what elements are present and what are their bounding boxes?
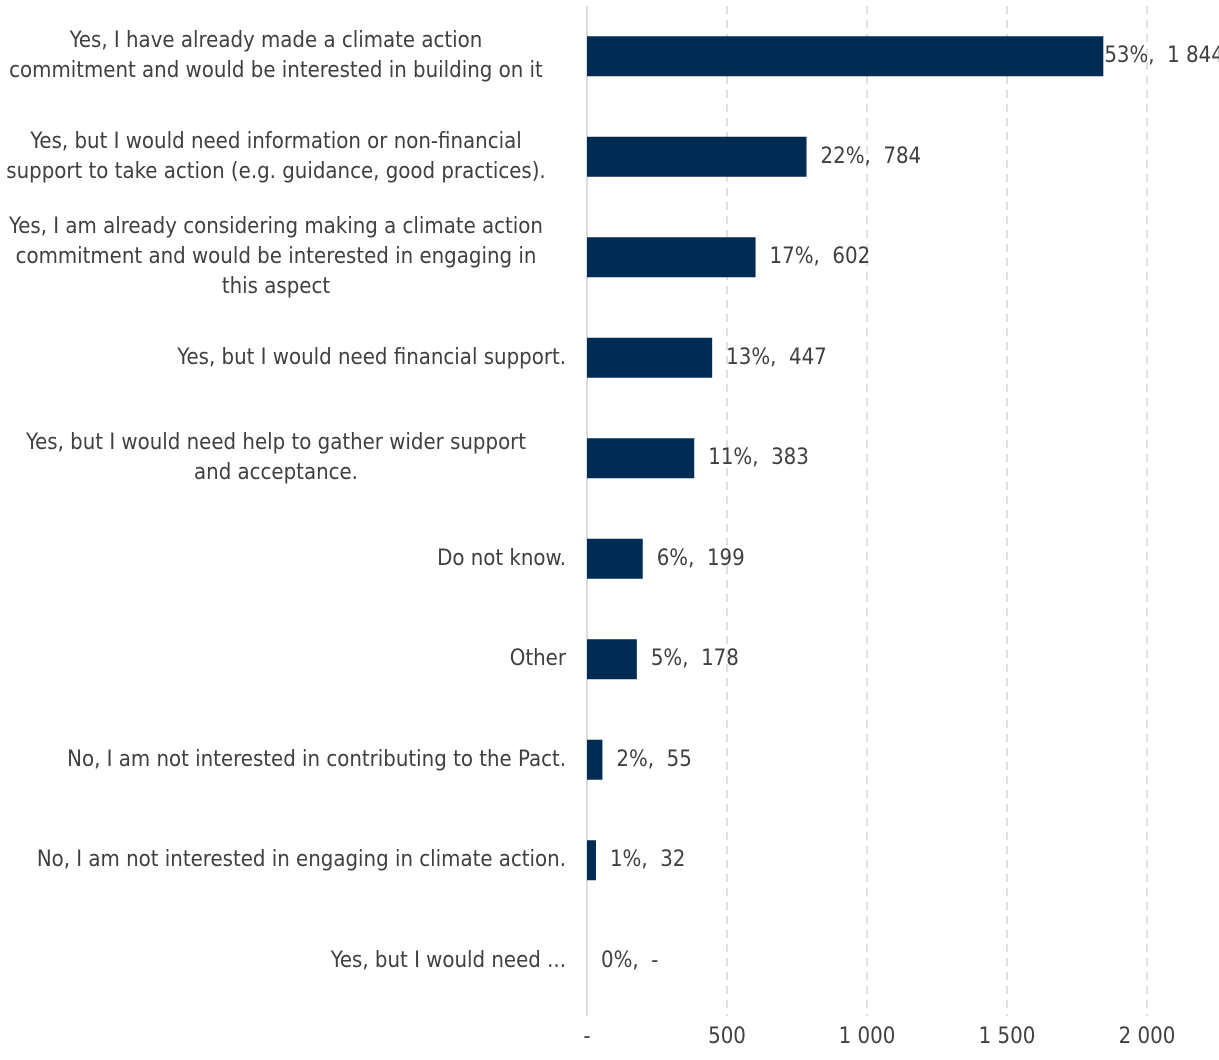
category-label-line: Do not know. xyxy=(437,545,566,571)
bar xyxy=(587,538,643,579)
data-label: 11%, 383 xyxy=(708,445,809,471)
category-label: Yes, but I would need information or non… xyxy=(0,127,566,187)
x-tick-label: - xyxy=(583,1024,591,1049)
data-label: 22%, 784 xyxy=(820,143,922,169)
category-label-line: and acceptance. xyxy=(194,460,358,486)
category-label-line: this aspect xyxy=(221,274,331,300)
bar xyxy=(587,337,713,378)
category-label: Yes, but I would need help to gather wid… xyxy=(0,428,566,488)
category-label: Do not know. xyxy=(0,544,566,574)
category-label: Yes, I have already made a climate actio… xyxy=(0,26,566,86)
category-label-line: No, I am not interested in engaging in c… xyxy=(36,847,566,873)
bar xyxy=(587,136,807,177)
x-tick-label: 2 000 xyxy=(1118,1024,1176,1049)
data-label: 13%, 447 xyxy=(726,344,827,370)
category-label-line: Yes, but I would need help to gather wid… xyxy=(25,430,527,456)
bar xyxy=(587,840,596,881)
category-label: No, I am not interested in engaging in c… xyxy=(0,845,566,875)
data-label: 53%, 1 844 xyxy=(1104,43,1219,69)
category-label: Yes, but I would need ... xyxy=(0,946,566,976)
data-label: 0%, - xyxy=(601,947,659,973)
category-label-line: Yes, I am already considering making a c… xyxy=(9,214,543,240)
category-label: Yes, but I would need financial support. xyxy=(0,343,566,373)
category-label-line: support to take action (e.g. guidance, g… xyxy=(6,158,546,184)
bar xyxy=(587,639,637,680)
data-label: 17%, 602 xyxy=(769,244,871,270)
category-label-line: Yes, but I would need information or non… xyxy=(30,128,522,154)
category-label-line: Yes, but I would need financial support. xyxy=(177,344,566,370)
bar xyxy=(587,739,603,780)
category-label: Yes, I am already considering making a c… xyxy=(0,212,566,302)
data-label: 5%, 178 xyxy=(650,646,739,672)
category-label: No, I am not interested in contributing … xyxy=(0,745,566,775)
category-label-line: Other xyxy=(509,646,566,672)
data-label: 1%, 32 xyxy=(609,847,686,873)
bar xyxy=(587,237,756,278)
category-label-line: No, I am not interested in contributing … xyxy=(67,746,566,772)
x-tick-label: 1 500 xyxy=(978,1024,1036,1049)
x-tick-label: 1 000 xyxy=(838,1024,896,1049)
category-label: Other xyxy=(0,644,566,674)
bar xyxy=(587,438,695,479)
x-tick-label: 500 xyxy=(708,1024,746,1049)
data-label: 2%, 55 xyxy=(616,746,692,772)
category-label-line: Yes, I have already made a climate actio… xyxy=(69,28,483,54)
category-label-line: commitment and would be interested in bu… xyxy=(9,58,543,84)
data-label: 6%, 199 xyxy=(656,545,745,571)
category-label-line: commitment and would be interested in en… xyxy=(15,244,537,270)
bar xyxy=(587,36,1104,77)
category-label-line: Yes, but I would need ... xyxy=(330,947,566,973)
